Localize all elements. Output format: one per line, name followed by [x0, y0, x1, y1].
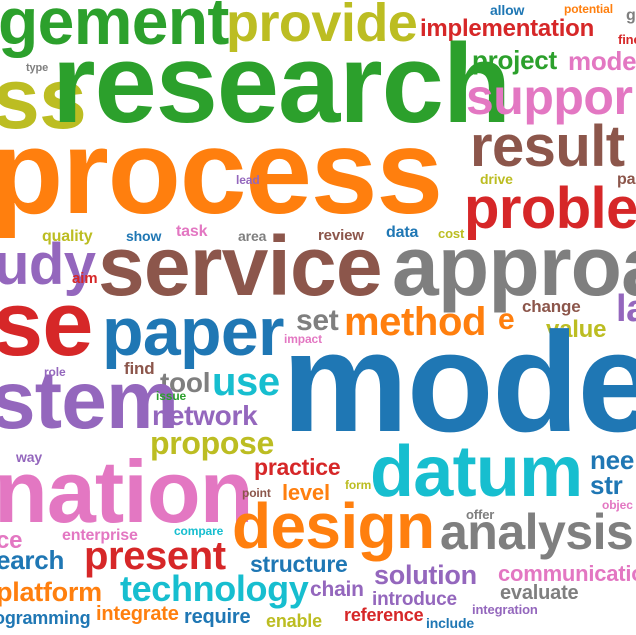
- word-potential: potential: [564, 2, 613, 16]
- word-reference: reference: [344, 605, 424, 625]
- word-earch: earch: [0, 545, 65, 575]
- word-integrate: integrate: [96, 603, 179, 625]
- word-area: area: [238, 228, 267, 244]
- word-allow: allow: [490, 2, 525, 18]
- word-require: require: [184, 606, 251, 628]
- word-data: data: [386, 224, 419, 241]
- word-value: value: [546, 316, 607, 343]
- word-evaluate: evaluate: [500, 582, 579, 604]
- word-design: design: [232, 490, 435, 562]
- word-datum: datum: [370, 432, 583, 512]
- word-implementation: implementation: [420, 15, 594, 42]
- word-se: se: [0, 273, 93, 375]
- word-task: task: [176, 223, 208, 240]
- word-research: research: [52, 21, 511, 146]
- word-str: str: [590, 470, 623, 500]
- word-change: change: [522, 297, 581, 316]
- word-drive: drive: [480, 171, 513, 187]
- word-g: g: [626, 7, 636, 24]
- word-pa: pa: [617, 171, 636, 188]
- word-stem: stem: [0, 355, 179, 446]
- word-role: role: [44, 365, 66, 379]
- word-point: point: [242, 486, 271, 500]
- word-present: present: [84, 534, 226, 578]
- word-find: find: [124, 359, 155, 378]
- word-udy: udy: [0, 232, 96, 297]
- word-issue: issue: [156, 389, 187, 403]
- word-form: form: [345, 478, 372, 492]
- word-platform: platform: [0, 577, 102, 607]
- word-nee: nee: [590, 445, 635, 475]
- word-lead: lead: [236, 173, 260, 187]
- word-model-small: model: [568, 46, 636, 76]
- word-offer: offer: [466, 507, 495, 522]
- word-e: e: [498, 303, 515, 336]
- word-type: type: [26, 62, 49, 74]
- word-compare: compare: [174, 524, 224, 538]
- word-enable: enable: [266, 611, 322, 631]
- word-enterprise: enterprise: [62, 527, 138, 544]
- word-aim: aim: [72, 270, 98, 287]
- word-method: method: [344, 300, 487, 344]
- word-service: service: [98, 219, 383, 313]
- word-structure: structure: [250, 551, 348, 577]
- word-use: use: [212, 360, 280, 404]
- word-impact: impact: [284, 332, 322, 346]
- word-solution: solution: [374, 560, 477, 590]
- word-ce: ce: [0, 527, 23, 554]
- word-objec: objec: [602, 498, 633, 512]
- word-technology: technology: [120, 568, 309, 609]
- word-fine: fine: [618, 32, 636, 47]
- word-problem: proble: [464, 176, 636, 241]
- word-project: project: [472, 45, 557, 75]
- word-review: review: [318, 227, 364, 244]
- word-provide: provide: [226, 0, 418, 53]
- word-approach: approa: [392, 219, 636, 313]
- word-la: la: [616, 288, 636, 330]
- word-chain: chain: [310, 578, 364, 601]
- word-set: set: [296, 304, 339, 337]
- word-programming: ogramming: [0, 608, 91, 628]
- word-level: level: [282, 480, 330, 505]
- word-practice: practice: [254, 454, 341, 480]
- word-quality: quality: [42, 228, 93, 245]
- word-paper: paper: [102, 294, 284, 370]
- word-include: include: [426, 615, 475, 631]
- word-model: model: [282, 303, 636, 462]
- word-support: suppor: [466, 69, 633, 125]
- word-cost: cost: [438, 226, 465, 241]
- word-network: network: [152, 400, 258, 431]
- word-tool: tool: [160, 367, 211, 398]
- word-propose: propose: [150, 425, 274, 461]
- word-nation: nation: [0, 442, 254, 541]
- word-ss: ss: [0, 51, 87, 147]
- word-show: show: [126, 228, 162, 244]
- word-process: process: [0, 105, 443, 239]
- word-gement: gement: [0, 0, 229, 58]
- word-communication: communicatio: [498, 561, 636, 586]
- word-introduce: introduce: [372, 589, 457, 610]
- word-result: result: [470, 114, 625, 179]
- word-way: way: [16, 449, 43, 465]
- word-integration: integration: [472, 602, 538, 617]
- word-analysis: analysis: [440, 504, 634, 560]
